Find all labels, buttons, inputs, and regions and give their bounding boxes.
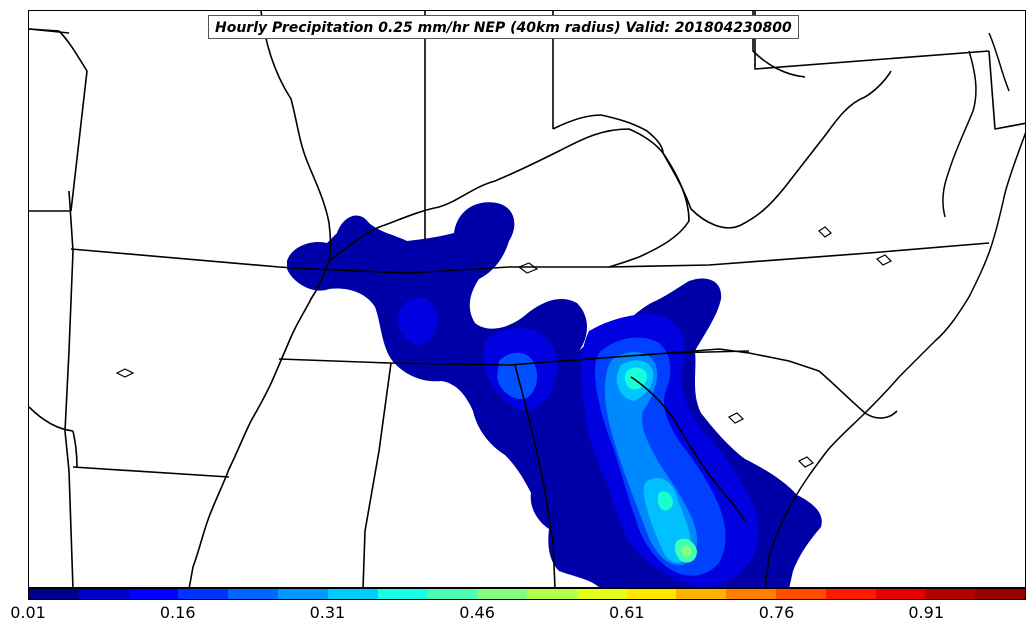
colorbar-swatch — [377, 589, 428, 599]
colorbar-swatch — [576, 589, 627, 599]
colorbar-swatch — [775, 589, 826, 599]
colorbar-tick-label: 0.61 — [608, 603, 645, 622]
colorbar-tick-label: 0.76 — [758, 603, 795, 622]
state-boundaries — [29, 11, 1025, 587]
lakes — [115, 226, 893, 468]
colorbar-swatch — [825, 589, 876, 599]
colorbar-swatch — [78, 589, 129, 599]
colorbar-swatch — [526, 589, 577, 599]
colorbar-swatch — [975, 589, 1025, 599]
colorbar-tick-label: 0.16 — [159, 603, 196, 622]
colorbar-swatch — [327, 589, 378, 599]
colorbar — [28, 588, 1026, 600]
precip-region-low — [397, 297, 438, 345]
colorbar-tick-label: 0.01 — [10, 603, 46, 622]
precip-region-max — [681, 545, 692, 557]
colorbar-swatch — [277, 589, 328, 599]
colorbar-tick-label: 0.46 — [459, 603, 495, 622]
colorbar-swatch — [427, 589, 478, 599]
colorbar-swatch — [925, 589, 976, 599]
colorbar-swatch — [228, 589, 278, 599]
precip-region-peak — [657, 491, 673, 511]
colorbar-swatch — [128, 589, 179, 599]
colorbar-swatch — [178, 589, 229, 599]
colorbar-swatch — [29, 589, 79, 599]
colorbar-swatch — [477, 589, 527, 599]
map-canvas — [29, 11, 1025, 587]
map-panel — [28, 10, 1026, 588]
colorbar-swatch — [676, 589, 727, 599]
colorbar-swatch — [726, 589, 776, 599]
colorbar-swatch — [626, 589, 677, 599]
colorbar-tick-label: 0.31 — [309, 603, 346, 622]
map-title: Hourly Precipitation 0.25 mm/hr NEP (40k… — [208, 15, 799, 39]
colorbar-tick-label: 0.91 — [908, 603, 944, 622]
coastline — [764, 32, 1025, 587]
precipitation-field — [287, 202, 822, 587]
colorbar-swatch — [875, 589, 926, 599]
